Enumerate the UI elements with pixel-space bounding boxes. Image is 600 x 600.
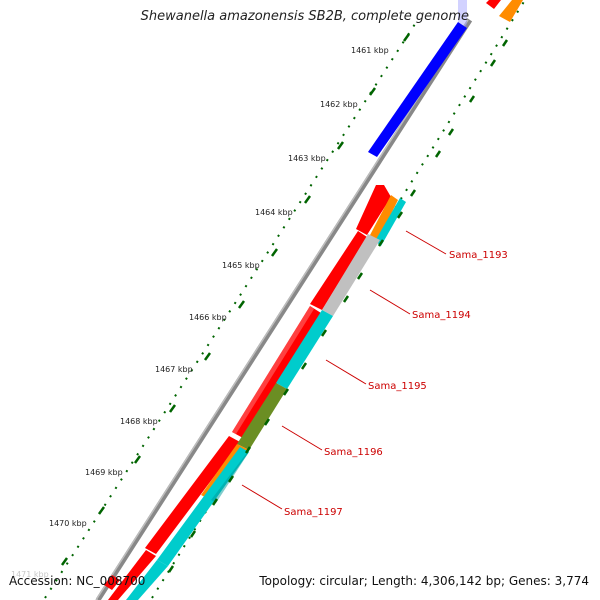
gene-sama-1196-shape[interactable] (237, 383, 287, 450)
cyan-shadow (211, 450, 249, 503)
cyan-gene-lower[interactable] (157, 447, 249, 566)
cyan-gene-bottom[interactable] (126, 560, 168, 600)
tick-mark-4 (303, 195, 312, 204)
tick-mark-2 (368, 87, 377, 96)
tick-label-3: 1463 kbp (288, 154, 326, 163)
inner-tick-mark-10 (342, 295, 350, 303)
accession-text: Accession: NC_008700 (9, 574, 146, 588)
red-arrow-tip[interactable] (104, 575, 120, 590)
tick-mark-3 (336, 141, 345, 150)
tick-labels: 1461 kbp 1462 kbp 1463 kbp 1464 kbp 1465 kbp… (11, 33, 509, 579)
gene-label-sama-1197[interactable]: Sama_1197 (284, 507, 343, 518)
inner-tick-mark-19 (167, 565, 175, 573)
inner-tick-mark-2 (489, 59, 497, 67)
tick-mark-9 (133, 455, 142, 464)
gene-leader-line-2 (369, 289, 411, 315)
tick-mark-1 (402, 33, 411, 42)
inner-tick-mark-18 (189, 530, 197, 538)
gene-sama-1194-shape[interactable] (322, 234, 380, 316)
red-gene-2[interactable] (310, 231, 367, 310)
genome-backbone (95, 18, 473, 600)
tick-mark-10 (97, 506, 106, 515)
inner-tick-mark-13 (282, 388, 290, 396)
inner-tick-mark-15 (244, 446, 252, 454)
red-gene-5[interactable] (108, 550, 156, 600)
orange-feature-top-right[interactable] (499, 0, 523, 22)
gene-label-sama-1196[interactable]: Sama_1196 (324, 447, 383, 458)
gene-labels: Sama_1193 Sama_1194 Sama_1195 Sama_1196 Sama… (241, 230, 508, 518)
gene-label-sama-1195[interactable]: Sama_1195 (368, 381, 427, 392)
inner-tick-mark-4 (447, 128, 455, 136)
orange-feature-upper[interactable] (369, 195, 398, 242)
tick-label-7: 1467 kbp (155, 365, 193, 374)
red-gene-4[interactable] (145, 436, 240, 554)
tick-mark-8 (168, 404, 177, 413)
inner-tick-mark-11 (320, 329, 328, 337)
inner-tick-mark-1 (501, 39, 509, 47)
tick-label-5: 1465 kbp (222, 261, 260, 270)
gene-sama-1195-shape[interactable] (276, 310, 333, 389)
inner-tick-mark-12 (300, 362, 308, 370)
gene-leader-line-1 (405, 230, 447, 255)
gene-label-sama-1193[interactable]: Sama_1193 (449, 250, 508, 261)
inner-tick-mark-8 (377, 239, 385, 247)
tick-mark-11 (60, 557, 69, 566)
red-gene-1[interactable] (356, 185, 391, 235)
inner-tick-mark-5 (434, 150, 442, 158)
tick-label-2: 1462 kbp (320, 100, 358, 109)
tick-label-11: 1471 kbp (11, 570, 49, 579)
tick-label-6: 1466 kbp (189, 313, 227, 322)
tick-label-8: 1468 kbp (120, 417, 158, 426)
map-title: Shewanella amazonensis SB2B, complete ge… (140, 9, 469, 24)
red-gene-3[interactable] (232, 306, 321, 438)
red-gene-highlight (232, 306, 314, 434)
inner-tick-mark-9 (356, 272, 364, 280)
inner-tick-mark-14 (263, 418, 271, 426)
gene-leader-line-5 (241, 484, 283, 510)
genome-backbone-highlight (95, 19, 469, 600)
tick-mark-7 (203, 352, 212, 361)
blue-feature-shade (458, 0, 467, 28)
tick-label-4: 1464 kbp (255, 208, 293, 217)
inner-tick-mark-3 (468, 95, 476, 103)
cyan-feature-upper[interactable] (375, 198, 406, 246)
genome-summary-text: Topology: circular; Length: 4,306,142 bp… (259, 574, 589, 588)
blue-feature[interactable] (368, 22, 467, 157)
gene-leader-line-4 (281, 425, 323, 451)
gene-label-sama-1194[interactable]: Sama_1194 (412, 310, 471, 321)
tick-mark-6 (237, 300, 246, 309)
tick-label-1: 1461 kbp (351, 46, 389, 55)
outer-tick-ring (44, 23, 416, 599)
inner-tick-mark-16 (227, 475, 235, 483)
tick-mark-5 (270, 248, 279, 257)
tick-label-9: 1469 kbp (85, 468, 123, 477)
red-feature-top-right[interactable] (486, 0, 501, 9)
inner-tick-mark-17 (211, 498, 219, 506)
inner-tick-mark-6 (409, 189, 417, 197)
gene-leader-line-3 (325, 359, 367, 385)
inner-tick-mark-7 (396, 211, 404, 219)
tick-label-10: 1470 kbp (49, 519, 87, 528)
